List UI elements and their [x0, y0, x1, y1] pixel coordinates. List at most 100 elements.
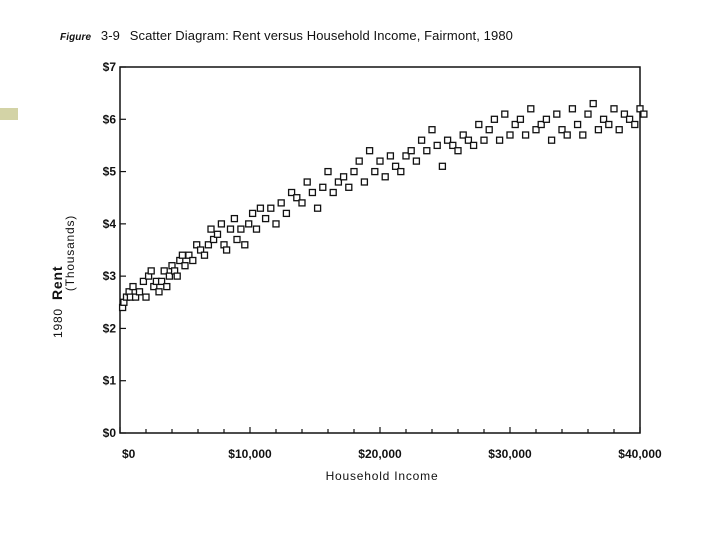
data-point — [209, 235, 218, 244]
data-point — [139, 277, 148, 286]
x-tick-label: $10,000 — [228, 447, 272, 461]
data-point — [277, 199, 285, 207]
y-tick-label: $4 — [103, 217, 117, 231]
data-point — [135, 288, 144, 296]
data-point — [241, 241, 249, 249]
data-point — [237, 225, 245, 233]
data-point — [506, 131, 514, 139]
data-point — [217, 220, 226, 228]
y-tick-label: $3 — [103, 269, 117, 283]
data-point — [245, 220, 253, 228]
data-point — [563, 131, 571, 139]
data-point — [334, 178, 343, 186]
data-point — [537, 120, 545, 129]
data-point — [189, 256, 197, 265]
data-point — [147, 267, 155, 275]
data-point — [599, 115, 608, 123]
data-point — [553, 110, 561, 118]
data-point — [287, 188, 296, 197]
y-tick-label: $0 — [103, 426, 117, 440]
data-point — [407, 147, 415, 155]
x-tick-label: $30,000 — [488, 447, 532, 461]
data-point — [345, 183, 353, 191]
figure-caption: Figure 3-9 Scatter Diagram: Rent versus … — [60, 28, 513, 43]
y-tick-label: $2 — [103, 321, 117, 335]
data-point — [402, 152, 410, 160]
data-point — [605, 120, 613, 129]
data-point — [173, 272, 181, 280]
scatter-points — [118, 99, 648, 312]
data-point — [204, 241, 213, 249]
data-point — [579, 131, 587, 139]
data-point — [620, 110, 629, 118]
data-point — [131, 293, 140, 301]
data-point — [129, 282, 137, 291]
y-tick-label: $6 — [103, 112, 117, 126]
data-point — [386, 152, 395, 160]
side-tab-marker — [0, 108, 18, 120]
data-point — [339, 173, 348, 181]
y-tick-label: $7 — [103, 60, 117, 74]
data-point — [640, 110, 648, 118]
data-point — [573, 120, 582, 129]
data-point — [501, 110, 509, 118]
data-point — [547, 136, 556, 144]
data-point — [381, 173, 389, 181]
data-point — [589, 99, 597, 108]
data-point — [521, 131, 530, 139]
data-point — [360, 178, 369, 186]
data-point — [329, 188, 337, 197]
data-point — [397, 167, 405, 176]
data-point — [160, 267, 168, 275]
data-point — [594, 126, 603, 134]
y-axis-title-prefix: 1980 — [51, 308, 65, 338]
data-point — [248, 209, 257, 218]
y-axis-title-unit: (Thousands) — [63, 215, 77, 291]
data-point — [350, 167, 358, 176]
data-point — [233, 235, 241, 244]
x-tick-label: $20,000 — [358, 447, 402, 461]
data-point — [142, 293, 150, 301]
data-point — [428, 126, 436, 134]
data-point — [391, 162, 400, 170]
x-tick-label: $0 — [122, 447, 136, 461]
data-point — [558, 126, 566, 134]
data-point — [443, 136, 452, 144]
data-point — [319, 183, 327, 191]
data-point — [165, 272, 174, 280]
data-point — [222, 246, 231, 254]
data-point — [313, 204, 322, 212]
data-point — [252, 225, 261, 233]
data-point — [355, 157, 363, 165]
data-point — [454, 147, 462, 155]
data-point — [636, 105, 644, 113]
data-point — [181, 262, 189, 270]
data-point — [230, 214, 239, 223]
data-point — [376, 157, 384, 165]
data-point — [272, 220, 280, 228]
data-point — [267, 204, 275, 212]
x-axis-title: Household Income — [326, 469, 439, 483]
data-point — [475, 120, 483, 129]
data-point — [371, 167, 379, 176]
data-point — [584, 110, 592, 118]
data-point — [485, 126, 493, 134]
data-point — [196, 246, 205, 254]
data-point — [308, 188, 317, 197]
data-point — [163, 282, 171, 291]
figure-title: Scatter Diagram: Rent versus Household I… — [129, 28, 513, 43]
data-point — [207, 225, 215, 233]
x-tick-label: $40,000 — [618, 447, 662, 461]
data-point — [155, 288, 163, 296]
data-point — [527, 105, 535, 113]
data-point — [226, 225, 235, 233]
data-point — [542, 115, 551, 123]
data-point — [631, 120, 639, 129]
data-point — [511, 120, 519, 129]
data-point — [193, 241, 201, 249]
data-point — [449, 141, 457, 150]
data-point — [185, 251, 193, 259]
data-point — [213, 230, 222, 238]
y-axis-title: 1980 Rent (Thousands) — [49, 215, 77, 338]
